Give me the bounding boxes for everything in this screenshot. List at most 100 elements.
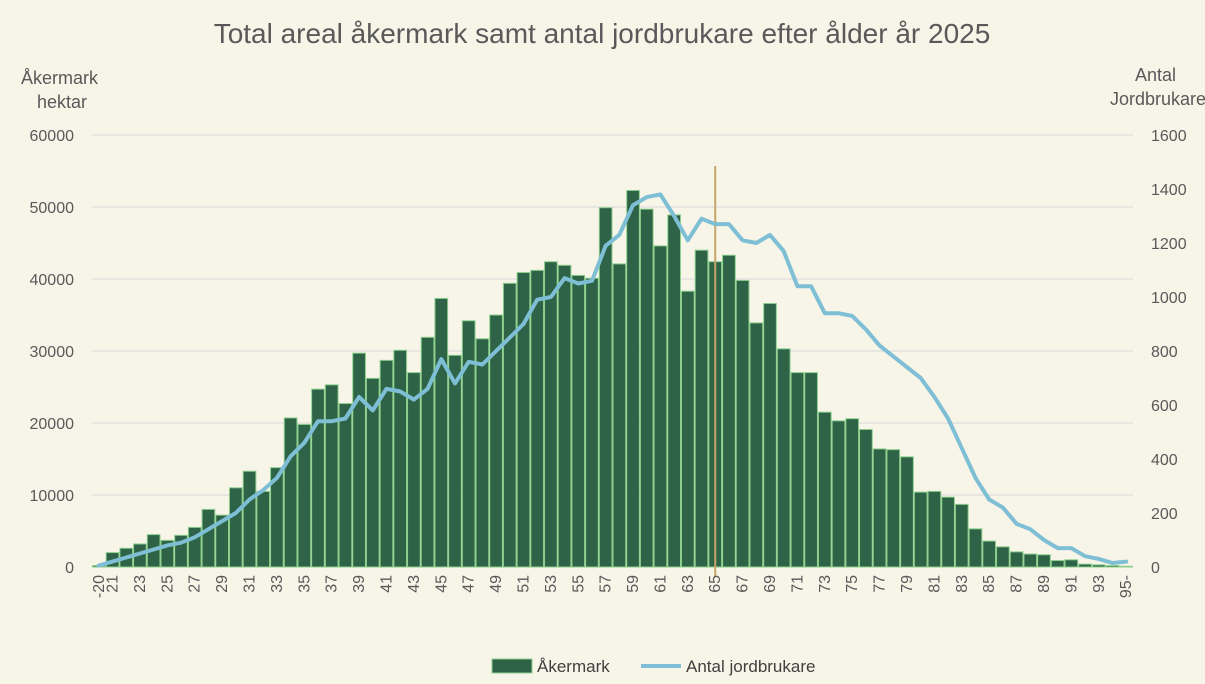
bar	[667, 214, 681, 568]
bar	[297, 423, 312, 568]
bar	[311, 388, 325, 568]
bar	[489, 314, 503, 568]
bar	[338, 403, 353, 568]
bar	[694, 249, 709, 568]
bar	[530, 269, 545, 568]
x-tick-label: 25	[159, 575, 176, 593]
bar	[283, 417, 298, 568]
x-tick-label: 77	[872, 575, 889, 593]
left-axis-title: Åkermark hektar	[21, 68, 103, 112]
x-tick-label: 35	[296, 575, 313, 593]
bar	[228, 487, 243, 568]
x-tick-label: 63	[680, 575, 697, 593]
left-tick-label: 30000	[30, 344, 75, 361]
bar	[996, 546, 1010, 568]
left-tick-label: 20000	[30, 416, 75, 433]
bar	[653, 245, 668, 568]
x-tick-label: 43	[406, 575, 423, 593]
legend-swatch-akermark	[491, 658, 533, 674]
left-tick-label: 40000	[30, 272, 75, 289]
bar	[776, 348, 791, 568]
bar	[201, 508, 216, 568]
bar	[831, 420, 846, 568]
bar	[749, 322, 764, 568]
x-tick-label: 23	[132, 575, 149, 593]
line-path	[96, 192, 1129, 568]
x-tick-label: 39	[351, 575, 368, 593]
bar	[982, 540, 997, 568]
x-tick-label: 91	[1063, 575, 1080, 593]
bar	[722, 254, 736, 568]
bar	[626, 189, 640, 568]
bar	[598, 207, 613, 568]
x-tick-label: 45	[433, 575, 450, 593]
right-axis-title-line1: Antal	[1135, 65, 1176, 85]
bar	[393, 349, 408, 568]
bar	[1078, 563, 1092, 568]
bar	[1050, 560, 1065, 568]
right-tick-label: 800	[1151, 344, 1178, 361]
bar	[544, 261, 558, 568]
right-axis-title: Antal Jordbrukare	[1110, 65, 1205, 109]
right-tick-label: 400	[1151, 452, 1178, 469]
x-tick-label: 61	[652, 575, 669, 593]
bar	[324, 384, 339, 568]
right-tick-label: 1400	[1151, 182, 1187, 199]
bar	[1119, 565, 1133, 568]
right-tick-label: 1000	[1151, 290, 1187, 307]
bar	[612, 263, 627, 568]
x-tick-label: 73	[817, 575, 834, 593]
left-axis-ticks: 0 10000 20000 30000 40000 50000 60000	[30, 128, 75, 577]
left-axis-title-line1: Åkermark	[21, 68, 99, 88]
right-tick-label: 1200	[1151, 236, 1187, 253]
legend-label-akermark: Åkermark	[537, 657, 610, 676]
left-tick-label: 50000	[30, 200, 75, 217]
bar	[1064, 559, 1079, 568]
bar	[516, 272, 531, 568]
legend: Åkermark Antal jordbrukare	[491, 657, 815, 676]
bar	[886, 449, 901, 568]
bar	[434, 297, 449, 568]
x-tick-label: 65	[707, 575, 724, 593]
x-tick-label: 81	[926, 575, 943, 593]
x-tick-label: 37	[324, 575, 341, 593]
right-axis-title-line2: Jordbrukare	[1110, 89, 1205, 109]
bar	[859, 428, 873, 568]
bar	[941, 496, 955, 568]
bar	[735, 279, 750, 568]
x-tick-label: 55	[570, 575, 587, 593]
x-tick-label: 79	[899, 575, 916, 593]
x-tick-label: 69	[762, 575, 779, 593]
x-tick-label: 47	[461, 575, 478, 593]
x-tick-label: 71	[789, 575, 806, 593]
x-tick-label: 83	[954, 575, 971, 593]
bar	[448, 354, 462, 568]
x-tick-label: 53	[543, 575, 560, 593]
bar	[407, 372, 421, 568]
bar	[954, 503, 969, 568]
right-axis-ticks: 0 200 400 600 800 1000 1200 1400 1600	[1151, 128, 1187, 577]
x-tick-label: 51	[515, 575, 532, 593]
bar	[475, 338, 490, 568]
x-tick-label: 21	[105, 575, 122, 593]
x-tick-label: 57	[598, 575, 615, 593]
bar	[817, 411, 832, 568]
legend-label-antal-jordbrukare: Antal jordbrukare	[686, 657, 815, 676]
bar	[639, 208, 654, 568]
x-tick-label: 29	[214, 575, 231, 593]
bar	[968, 528, 983, 568]
bar	[256, 490, 271, 568]
x-tick-label: 85	[981, 575, 998, 593]
x-tick-label: 31	[242, 575, 259, 593]
x-tick-label: 59	[625, 575, 642, 593]
right-tick-label: 600	[1151, 398, 1178, 415]
bar	[845, 418, 860, 568]
bar-series-akermark	[92, 189, 1133, 568]
right-tick-label: 200	[1151, 506, 1178, 523]
bar	[352, 352, 366, 568]
bar	[365, 377, 380, 568]
bar	[1091, 564, 1106, 568]
bar	[1037, 554, 1051, 568]
